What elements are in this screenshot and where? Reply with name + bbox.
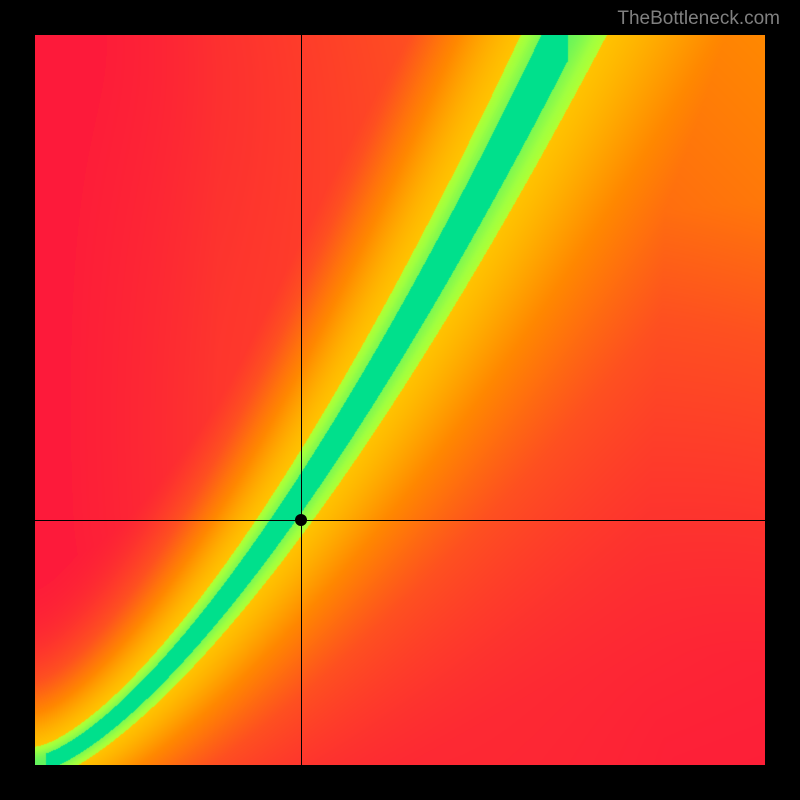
crosshair-vertical	[301, 35, 302, 765]
crosshair-horizontal	[35, 520, 765, 521]
plot-area	[35, 35, 765, 765]
heatmap-canvas	[35, 35, 765, 765]
data-point-marker	[295, 514, 307, 526]
watermark-text: TheBottleneck.com	[617, 8, 780, 30]
